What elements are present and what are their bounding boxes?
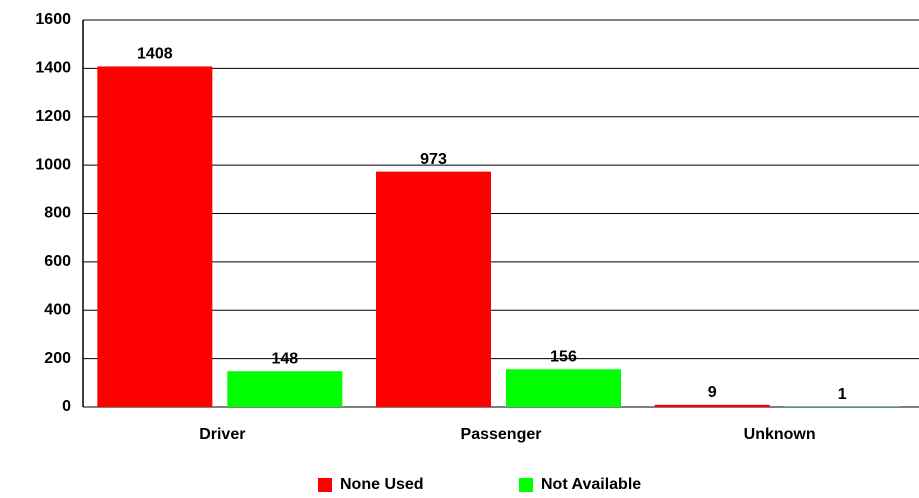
- y-tick-label: 600: [44, 253, 71, 270]
- legend-label: None Used: [340, 476, 424, 493]
- bar: [97, 66, 213, 407]
- data-label: 973: [420, 151, 447, 168]
- x-tick-label: Driver: [199, 426, 245, 443]
- data-label: 148: [271, 350, 298, 367]
- bar: [376, 171, 491, 407]
- bar: [227, 371, 343, 407]
- y-tick-label: 0: [62, 398, 71, 415]
- y-tick-label: 800: [44, 205, 71, 222]
- legend-swatch: [318, 478, 332, 492]
- data-label: 1408: [137, 46, 173, 63]
- data-label: 156: [550, 348, 577, 365]
- bar: [506, 369, 621, 407]
- y-tick-label: 1400: [35, 60, 71, 77]
- y-tick-label: 200: [44, 350, 71, 367]
- y-tick-label: 1200: [35, 108, 71, 125]
- data-label: 1: [838, 386, 847, 403]
- y-tick-label: 1600: [35, 11, 71, 28]
- y-tick-label: 400: [44, 301, 71, 318]
- x-tick-label: Unknown: [744, 426, 816, 443]
- data-label: 9: [708, 384, 717, 401]
- bar: [654, 404, 770, 407]
- y-tick-label: 1000: [35, 156, 71, 173]
- x-tick-label: Passenger: [461, 426, 542, 443]
- legend-label: Not Available: [541, 476, 641, 493]
- legend-swatch: [519, 478, 533, 492]
